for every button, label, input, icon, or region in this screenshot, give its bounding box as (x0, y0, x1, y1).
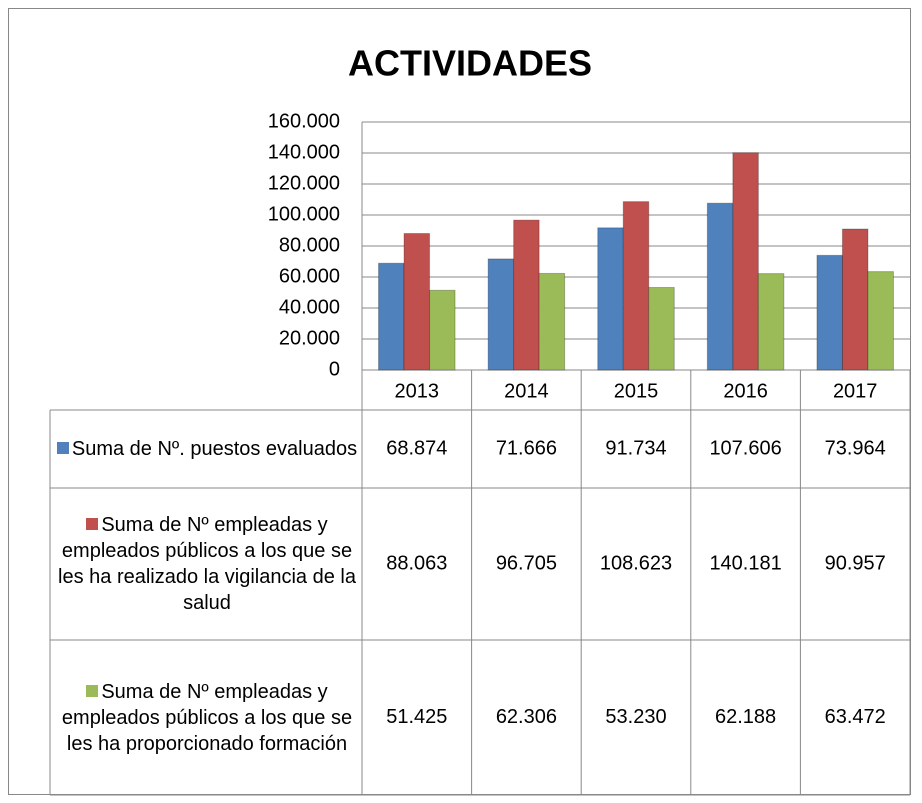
bar (841, 228, 869, 371)
bar (597, 227, 624, 371)
bar (403, 233, 431, 371)
y-tick-label: 60.000 (279, 265, 340, 287)
table-value: 53.230 (605, 706, 666, 728)
y-tick-label: 80.000 (279, 234, 340, 256)
bar (622, 201, 650, 371)
table-value: 108.623 (600, 552, 672, 574)
x-tick-label: 2016 (723, 380, 768, 402)
table-value: 96.705 (496, 552, 557, 574)
y-tick-label: 0 (329, 358, 340, 380)
chart-title: ACTIVIDADES (348, 43, 592, 84)
legend-key (86, 518, 99, 530)
table-value: 62.306 (496, 706, 557, 728)
legend-entry: Suma de Nº. puestos evaluados (52, 410, 362, 488)
legend-entry: Suma de Nº empleadas y empleados público… (52, 488, 362, 640)
y-tick-label: 20.000 (279, 327, 340, 349)
legend-text-box: Suma de Nº. puestos evaluados (56, 436, 358, 462)
bar (648, 286, 675, 371)
table-value: 71.666 (496, 437, 557, 459)
table-value: 107.606 (709, 437, 781, 459)
x-tick-label: 2015 (614, 380, 659, 402)
legend-entry: Suma de Nº empleadas y empleados público… (52, 640, 362, 795)
x-tick-label: 2013 (395, 380, 440, 402)
bar (757, 273, 785, 371)
legend-label: Suma de Nº empleadas y empleados público… (58, 514, 356, 614)
table-value: 51.425 (386, 706, 447, 728)
legend-key (56, 442, 69, 454)
x-tick-label: 2017 (833, 380, 878, 402)
table-value: 90.957 (825, 552, 886, 574)
table-value: 68.874 (386, 437, 447, 459)
bar (538, 272, 566, 371)
legend-text-box: Suma de Nº empleadas y empleados público… (56, 512, 358, 616)
bar (867, 271, 894, 371)
legend-label: Suma de Nº empleadas y empleados público… (61, 680, 353, 755)
table-value: 63.472 (825, 706, 886, 728)
legend-text-box: Suma de Nº empleadas y empleados público… (56, 679, 358, 757)
x-tick-label: 2014 (504, 380, 549, 402)
bar (487, 258, 515, 371)
y-tick-label: 100.000 (268, 203, 340, 225)
table-value: 62.188 (715, 706, 776, 728)
bar (513, 219, 540, 371)
table-value: 91.734 (605, 437, 666, 459)
y-tick-label: 40.000 (279, 296, 340, 318)
bar (732, 152, 759, 371)
bar (816, 254, 843, 371)
legend-label: Suma de Nº. puestos evaluados (71, 438, 358, 460)
legend-key (86, 684, 99, 697)
table-value: 73.964 (825, 437, 886, 459)
y-tick-label: 140.000 (268, 141, 340, 163)
bar (429, 289, 456, 371)
table-value: 88.063 (386, 552, 447, 574)
table-value: 140.181 (709, 552, 781, 574)
bar (706, 202, 734, 371)
bar (378, 262, 405, 371)
y-tick-label: 160.000 (268, 110, 340, 132)
y-tick-label: 120.000 (268, 172, 340, 194)
